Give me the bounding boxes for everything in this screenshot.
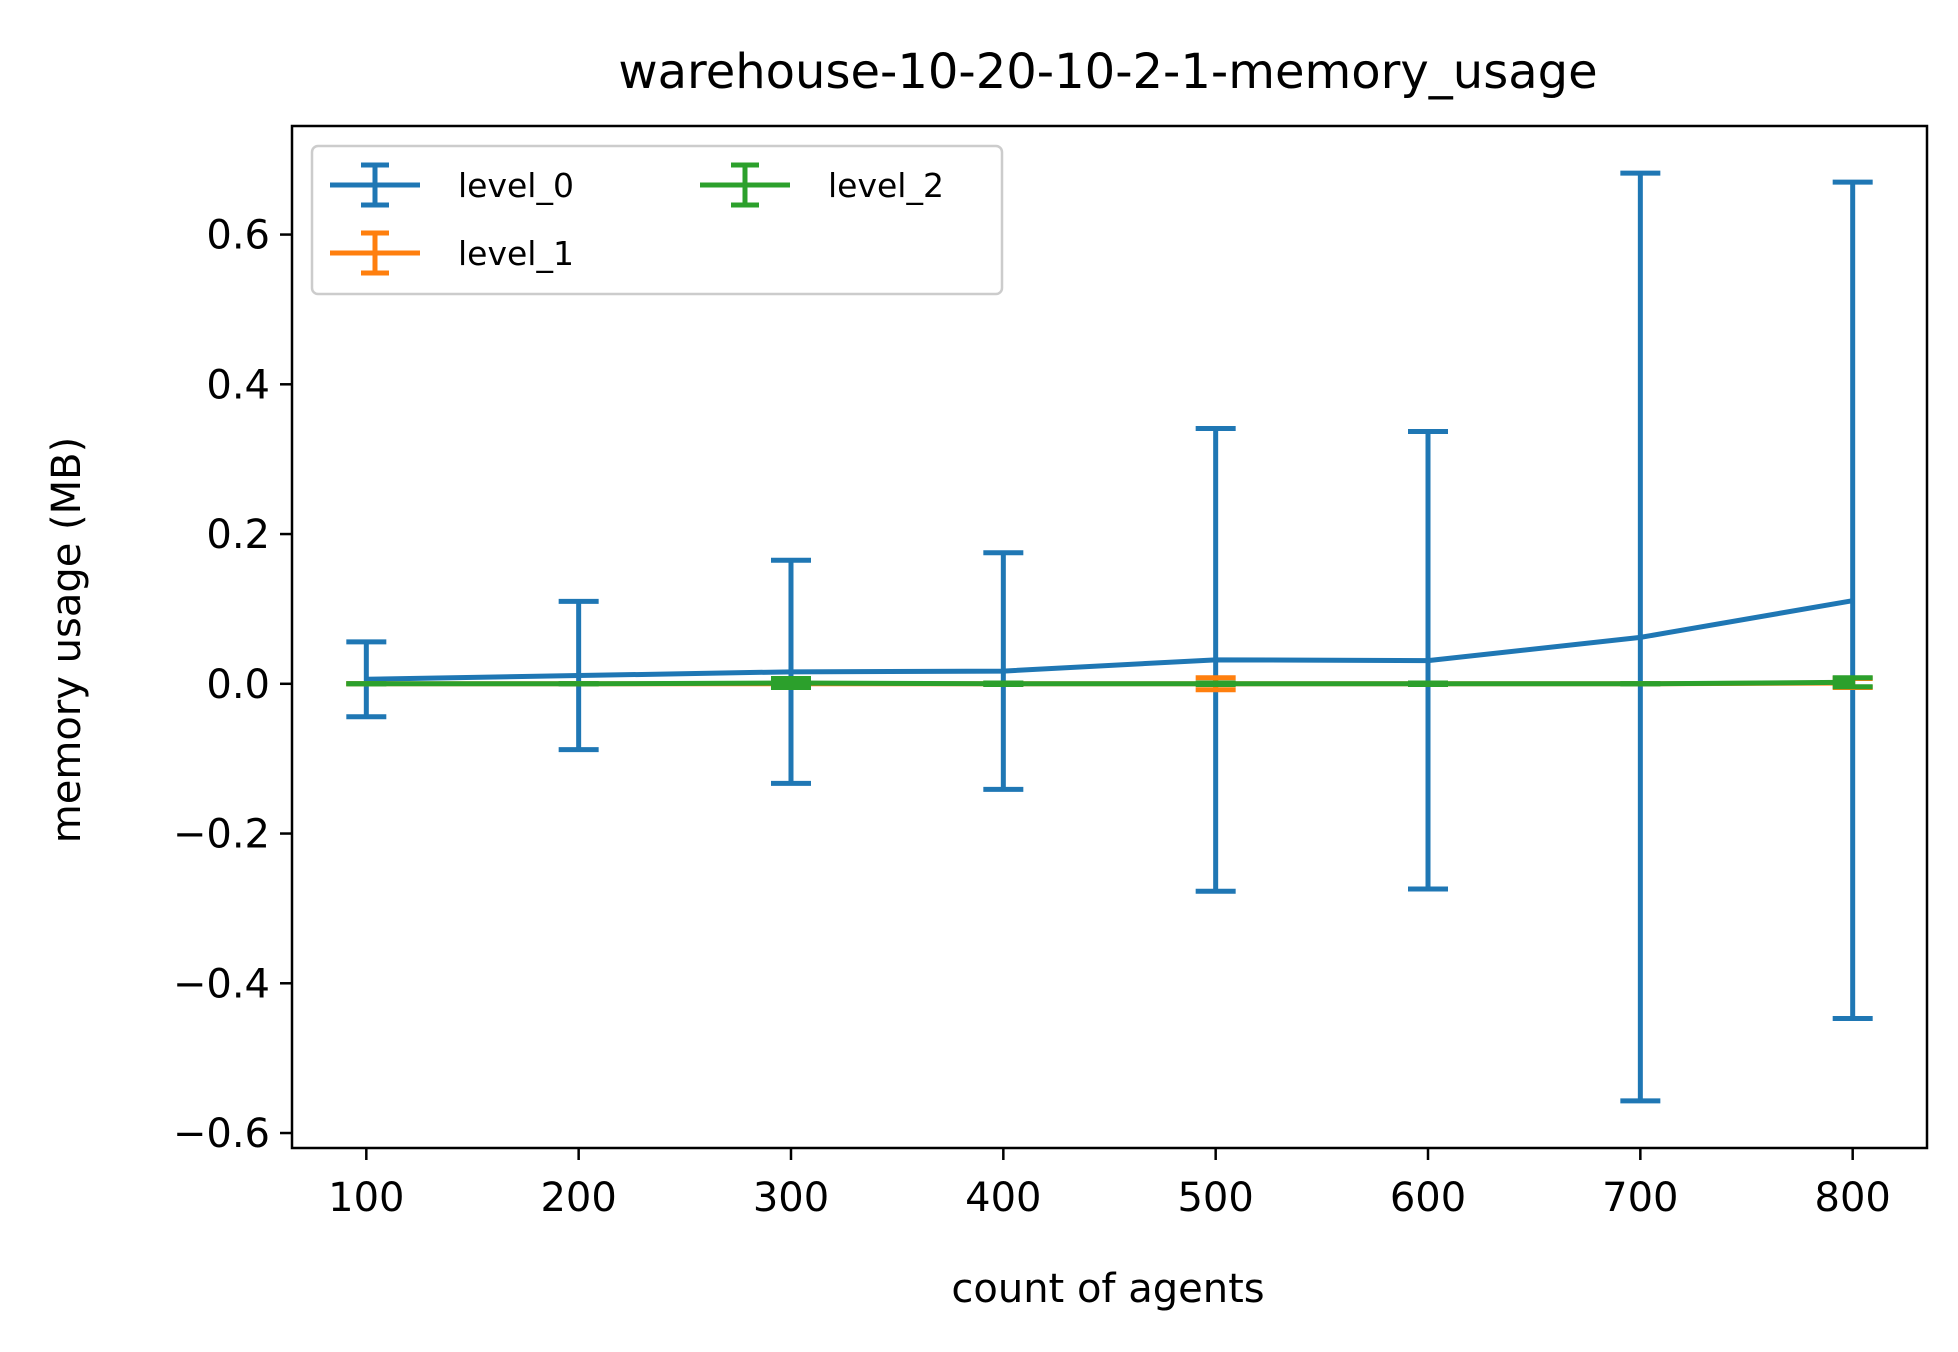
y-axis-label: memory usage (MB) <box>44 437 90 843</box>
y-tick-label: −0.4 <box>173 961 270 1007</box>
x-tick-label: 700 <box>1602 1175 1678 1221</box>
x-tick-label: 300 <box>753 1175 829 1221</box>
x-axis-label: count of agents <box>951 1266 1264 1312</box>
y-tick-label: 0.2 <box>206 512 270 558</box>
x-tick-label: 600 <box>1390 1175 1466 1221</box>
legend-label: level_0 <box>458 166 574 205</box>
x-tick-label: 800 <box>1815 1175 1891 1221</box>
legend-item-level_1: level_1 <box>330 230 574 276</box>
series-line <box>366 679 1853 687</box>
x-tick-label: 200 <box>540 1175 616 1221</box>
legend-item-level_0: level_0 <box>330 162 574 208</box>
chart-title: warehouse-10-20-10-2-1-memory_usage <box>618 44 1597 100</box>
y-tick-label: 0.4 <box>206 362 270 408</box>
legend-label: level_1 <box>458 234 574 273</box>
series-level_2 <box>346 675 1873 691</box>
axes-frame <box>290 124 1929 1150</box>
y-tick-label: −0.2 <box>173 812 270 858</box>
x-tick-label: 400 <box>965 1175 1041 1221</box>
legend-item-level_2: level_2 <box>700 162 944 208</box>
legend: level_0 level_1 level_2 <box>310 144 1004 296</box>
x-tick-label: 100 <box>328 1175 404 1221</box>
x-tick-label: 500 <box>1177 1175 1253 1221</box>
legend-label: level_2 <box>828 166 944 205</box>
y-axis: −0.6 −0.4 −0.2 0.0 0.2 0.4 0.6 <box>173 213 292 1157</box>
series-line <box>366 598 1854 682</box>
plot-frame <box>290 124 1929 1150</box>
y-tick-label: 0.6 <box>206 213 270 259</box>
series-level_0 <box>346 170 1873 1104</box>
series-layer <box>346 170 1873 1104</box>
legend-box <box>310 144 1004 296</box>
y-tick-label: −0.6 <box>173 1111 270 1157</box>
y-tick-label: 0.0 <box>206 662 270 708</box>
x-axis: 100 200 300 400 500 600 700 800 <box>328 1148 1891 1221</box>
